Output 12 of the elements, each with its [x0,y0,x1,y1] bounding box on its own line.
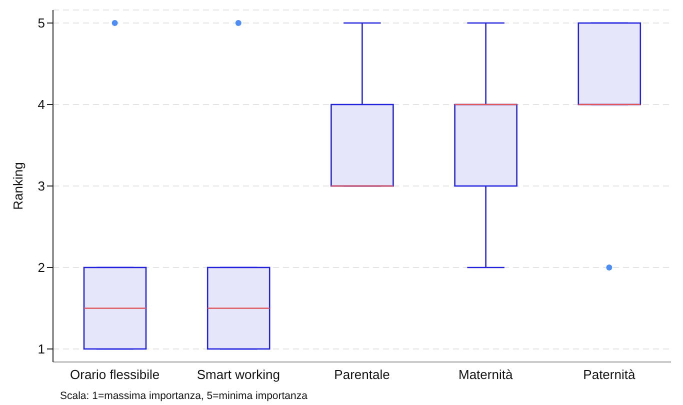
y-tick-label: 4 [38,97,45,112]
x-tick-label: Orario flessibile [70,367,160,382]
y-tick-label: 5 [38,16,45,31]
y-tick-label: 3 [38,178,45,194]
x-tick-label: Parentale [334,367,390,382]
x-tick-label: Maternità [458,367,514,382]
text: Scala: 1=massima importanza, 5=minima importanza [60,390,308,402]
y-axis-title: Ranking [10,162,26,210]
x-tick-label: Paternità [583,367,636,382]
y-tick-label: 2 [38,260,45,276]
x-tick-label: Smart working [196,367,280,382]
y-tick-label: 1 [38,342,45,357]
